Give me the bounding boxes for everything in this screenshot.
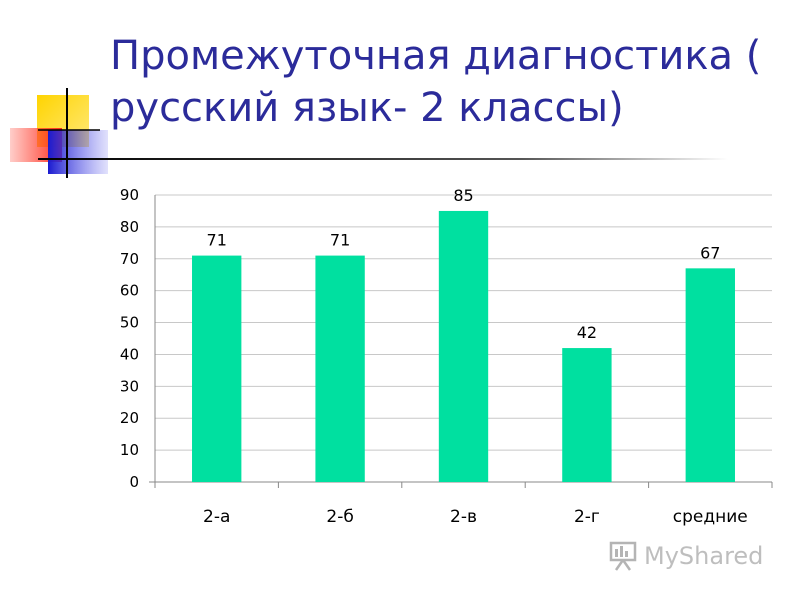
category-label: 2-б bbox=[326, 507, 353, 527]
bar bbox=[562, 348, 612, 482]
y-tick-label: 80 bbox=[120, 218, 139, 236]
y-tick-label: 30 bbox=[120, 377, 139, 395]
data-label: 85 bbox=[453, 186, 473, 205]
presentation-board-icon bbox=[609, 541, 637, 571]
bar bbox=[315, 255, 365, 482]
category-label: 2-а bbox=[203, 507, 230, 527]
category-label: 2-г bbox=[574, 507, 600, 527]
data-label: 71 bbox=[207, 231, 227, 250]
watermark-text: MyShared bbox=[644, 542, 764, 570]
data-label: 67 bbox=[700, 243, 720, 262]
bar bbox=[438, 210, 489, 482]
y-tick-label: 20 bbox=[120, 409, 139, 427]
y-tick-label: 60 bbox=[120, 282, 139, 300]
data-label: 71 bbox=[330, 231, 350, 250]
data-label: 42 bbox=[577, 323, 597, 342]
blue-square bbox=[48, 130, 108, 174]
bar bbox=[685, 268, 735, 482]
y-tick-label: 40 bbox=[120, 345, 139, 363]
bar bbox=[192, 255, 242, 482]
y-tick-label: 10 bbox=[120, 441, 139, 459]
y-tick-label: 50 bbox=[120, 314, 139, 332]
category-label: 2-в bbox=[450, 507, 477, 527]
page-title: Промежуточная диагностика ( русский язык… bbox=[110, 33, 762, 131]
title-divider bbox=[38, 158, 728, 160]
watermark: MyShared bbox=[608, 538, 778, 574]
corner-decoration bbox=[10, 88, 108, 178]
y-tick-label: 0 bbox=[129, 473, 139, 491]
y-tick-label: 90 bbox=[120, 186, 139, 204]
category-label: средние bbox=[673, 507, 748, 527]
y-tick-label: 70 bbox=[120, 250, 139, 268]
